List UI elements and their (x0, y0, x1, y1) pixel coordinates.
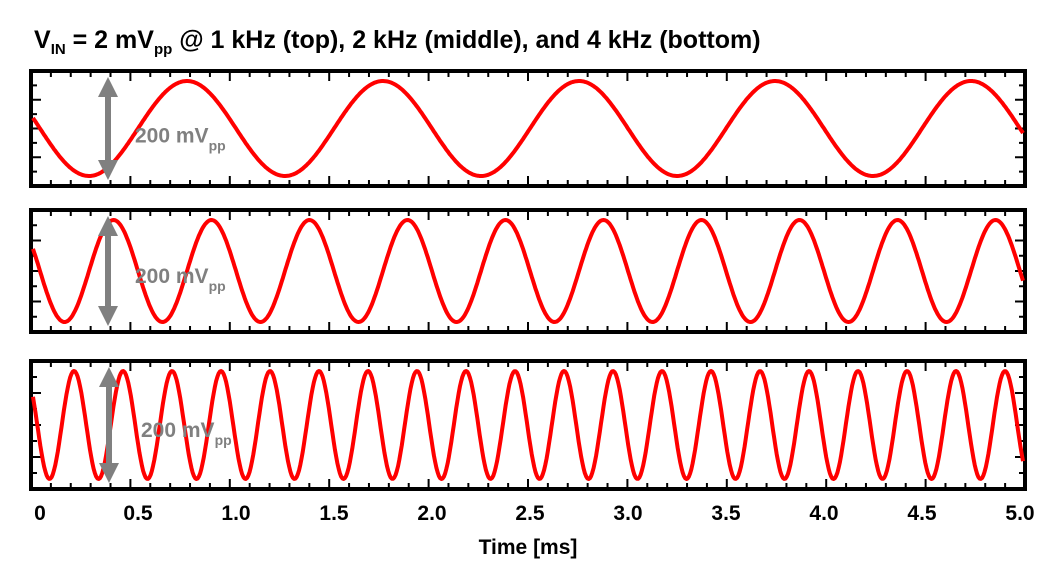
amplitude-label: 200 mVpp (135, 265, 226, 294)
waveform-series (31, 218, 1025, 324)
x-tick-label: 4.5 (907, 502, 937, 525)
x-axis-label: Time [ms] (479, 536, 578, 559)
amplitude-arrowhead (99, 367, 119, 387)
waveform-series (31, 79, 1025, 178)
x-tick-label: 1.5 (319, 502, 349, 525)
x-tick-label: 0.5 (123, 502, 153, 525)
x-tick-label: 2.0 (417, 502, 446, 525)
amplitude-arrowhead (98, 306, 118, 326)
amplitude-arrowhead (99, 463, 119, 483)
waveform-series (31, 369, 1025, 481)
x-tick-label: 0 (34, 502, 46, 525)
amplitude-arrowhead (98, 160, 118, 180)
amplitude-arrowhead (98, 77, 118, 97)
x-tick-label: 1.0 (221, 502, 250, 525)
amplitude-label: 200 mVpp (135, 125, 226, 154)
x-tick-label: 3.5 (711, 502, 741, 525)
x-tick-label: 5.0 (1005, 502, 1034, 525)
x-tick-label: 4.0 (809, 502, 838, 525)
chart-title: VIN = 2 mVpp @ 1 kHz (top), 2 kHz (middl… (34, 26, 761, 58)
x-tick-label: 3.0 (613, 502, 642, 525)
amplitude-label: 200 mVpp (141, 419, 232, 448)
x-tick-label: 2.5 (515, 502, 545, 525)
amplitude-arrowhead (98, 216, 118, 236)
